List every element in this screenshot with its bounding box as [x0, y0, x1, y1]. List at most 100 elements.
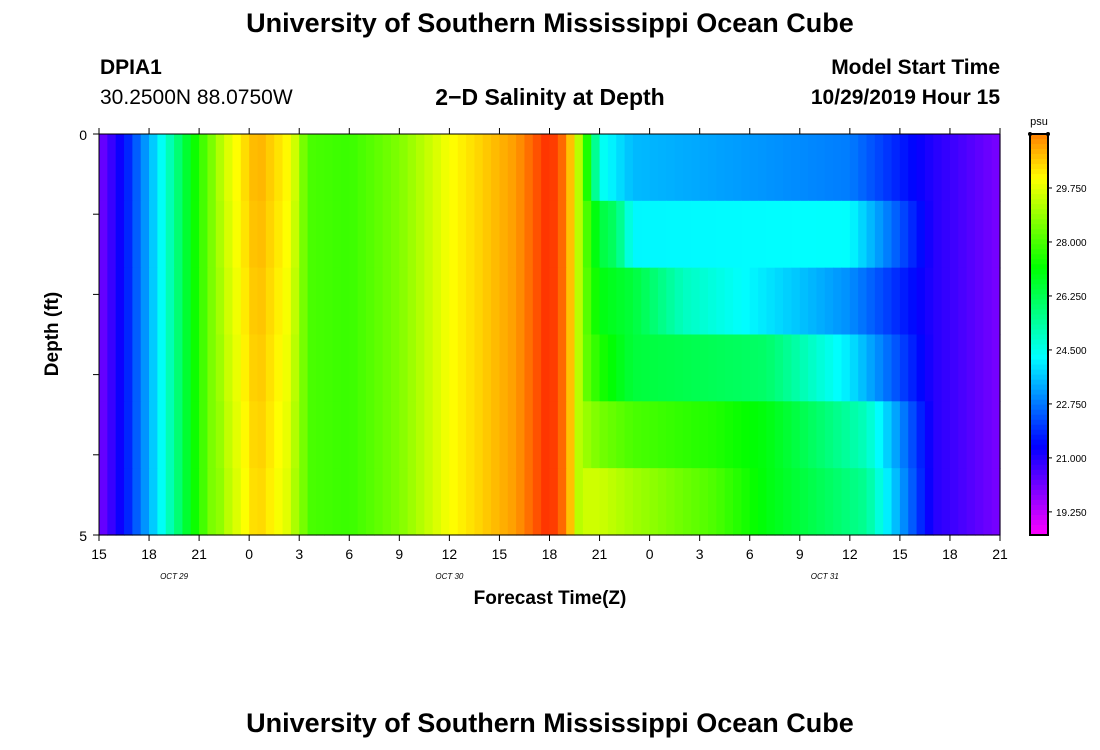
heatmap-cell	[791, 334, 801, 402]
heatmap-cell	[607, 468, 617, 536]
heatmap-cell	[274, 267, 284, 336]
heatmap-cell	[682, 267, 692, 336]
heatmap-cell	[140, 200, 150, 269]
heatmap-cell	[199, 468, 209, 536]
heatmap-cell	[891, 468, 901, 536]
heatmap-cell	[591, 468, 601, 536]
colorbar-swatch	[1030, 529, 1048, 536]
heatmap-cell	[524, 468, 534, 536]
heatmap-cell	[157, 200, 167, 269]
colorbar-swatch	[1030, 264, 1048, 270]
heatmap-cell	[265, 334, 275, 402]
colorbar-swatch	[1030, 414, 1048, 421]
heatmap-cell	[290, 267, 300, 336]
heatmap-cell	[783, 401, 793, 469]
heatmap-cell	[149, 200, 158, 269]
heatmap-cell	[240, 200, 250, 269]
heatmap-cell	[791, 468, 801, 536]
heatmap-cell	[841, 267, 851, 336]
heatmap-cell	[574, 267, 584, 336]
heatmap-cell	[708, 134, 717, 202]
heatmap-cell	[541, 468, 551, 536]
heatmap-cell	[407, 267, 417, 336]
heatmap-cell	[974, 468, 984, 536]
heatmap-cell	[507, 200, 517, 269]
heatmap-cell	[549, 334, 559, 402]
heatmap-cell	[666, 200, 676, 269]
heatmap-cell	[708, 334, 717, 402]
heatmap-cell	[582, 334, 592, 402]
heatmap-cell	[916, 334, 926, 402]
heatmap-cell	[99, 468, 108, 536]
heatmap-cell	[340, 267, 350, 336]
heatmap-cell	[824, 200, 834, 269]
heatmap-cell	[582, 134, 592, 202]
heatmap-cell	[641, 468, 651, 536]
heatmap-cell	[432, 334, 442, 402]
heatmap-cell	[365, 267, 375, 336]
heatmap-cell	[240, 401, 250, 469]
heatmap-cell	[874, 401, 884, 469]
heatmap-cell	[407, 200, 417, 269]
heatmap-cell	[758, 468, 767, 536]
colorbar-swatch	[1030, 439, 1048, 446]
heatmap-cell	[416, 200, 425, 269]
heatmap-cell	[516, 401, 526, 469]
heatmap-cell	[390, 468, 400, 536]
heatmap-cell	[833, 200, 843, 269]
colorbar-swatch	[1030, 484, 1048, 491]
heatmap-cell	[841, 401, 851, 469]
heatmap-cell	[616, 401, 626, 469]
heatmap-cell	[849, 334, 859, 402]
heatmap-cell	[332, 200, 342, 269]
heatmap-cell	[174, 267, 184, 336]
heatmap-cell	[733, 267, 742, 336]
heatmap-cell	[699, 334, 709, 402]
heatmap-cell	[207, 200, 217, 269]
heatmap-cell	[674, 134, 684, 202]
heatmap-cell	[674, 267, 684, 336]
heatmap-cell	[299, 468, 309, 536]
heatmap-cell	[399, 267, 409, 336]
heatmap-cell	[174, 200, 184, 269]
heatmap-cell	[966, 468, 976, 536]
heatmap-cell	[891, 134, 901, 202]
heatmap-cell	[657, 401, 667, 469]
heatmap-cell	[682, 401, 692, 469]
heatmap-cell	[624, 200, 634, 269]
heatmap-cell	[140, 334, 150, 402]
heatmap-cell	[524, 267, 534, 336]
x-tick-label: 3	[696, 546, 704, 562]
heatmap-cell	[290, 468, 300, 536]
heatmap-cell	[324, 134, 334, 202]
heatmap-cell	[99, 401, 108, 469]
heatmap-cell	[482, 401, 492, 469]
heatmap-cell	[574, 401, 584, 469]
heatmap-cell	[824, 334, 834, 402]
heatmap-cell	[924, 134, 934, 202]
heatmap-cell	[257, 267, 267, 336]
heatmap-cell	[924, 267, 934, 336]
heatmap-cell	[482, 267, 492, 336]
heatmap-cell	[140, 468, 150, 536]
colorbar-swatch	[1030, 519, 1048, 526]
heatmap-cell	[774, 468, 784, 536]
colorbar-swatch	[1030, 214, 1048, 220]
heatmap-cell	[766, 334, 776, 402]
heatmap-cell	[274, 334, 284, 402]
heatmap-cell	[274, 200, 284, 269]
colorbar-swatch	[1030, 259, 1048, 265]
heatmap-cell	[174, 134, 184, 202]
colorbar-swatch	[1030, 154, 1048, 160]
heatmap-cell	[891, 334, 901, 402]
heatmap-cell	[499, 401, 509, 469]
y-tick-label: 5	[79, 528, 87, 544]
heatmap-cell	[182, 401, 192, 469]
heatmap-cell	[466, 468, 476, 536]
colorbar-swatch	[1030, 409, 1048, 416]
heatmap-cell	[983, 334, 993, 402]
heatmap-cell	[532, 401, 542, 469]
heatmap-cell	[399, 200, 409, 269]
colorbar-swatch	[1030, 229, 1048, 235]
heatmap-cell	[174, 334, 184, 402]
